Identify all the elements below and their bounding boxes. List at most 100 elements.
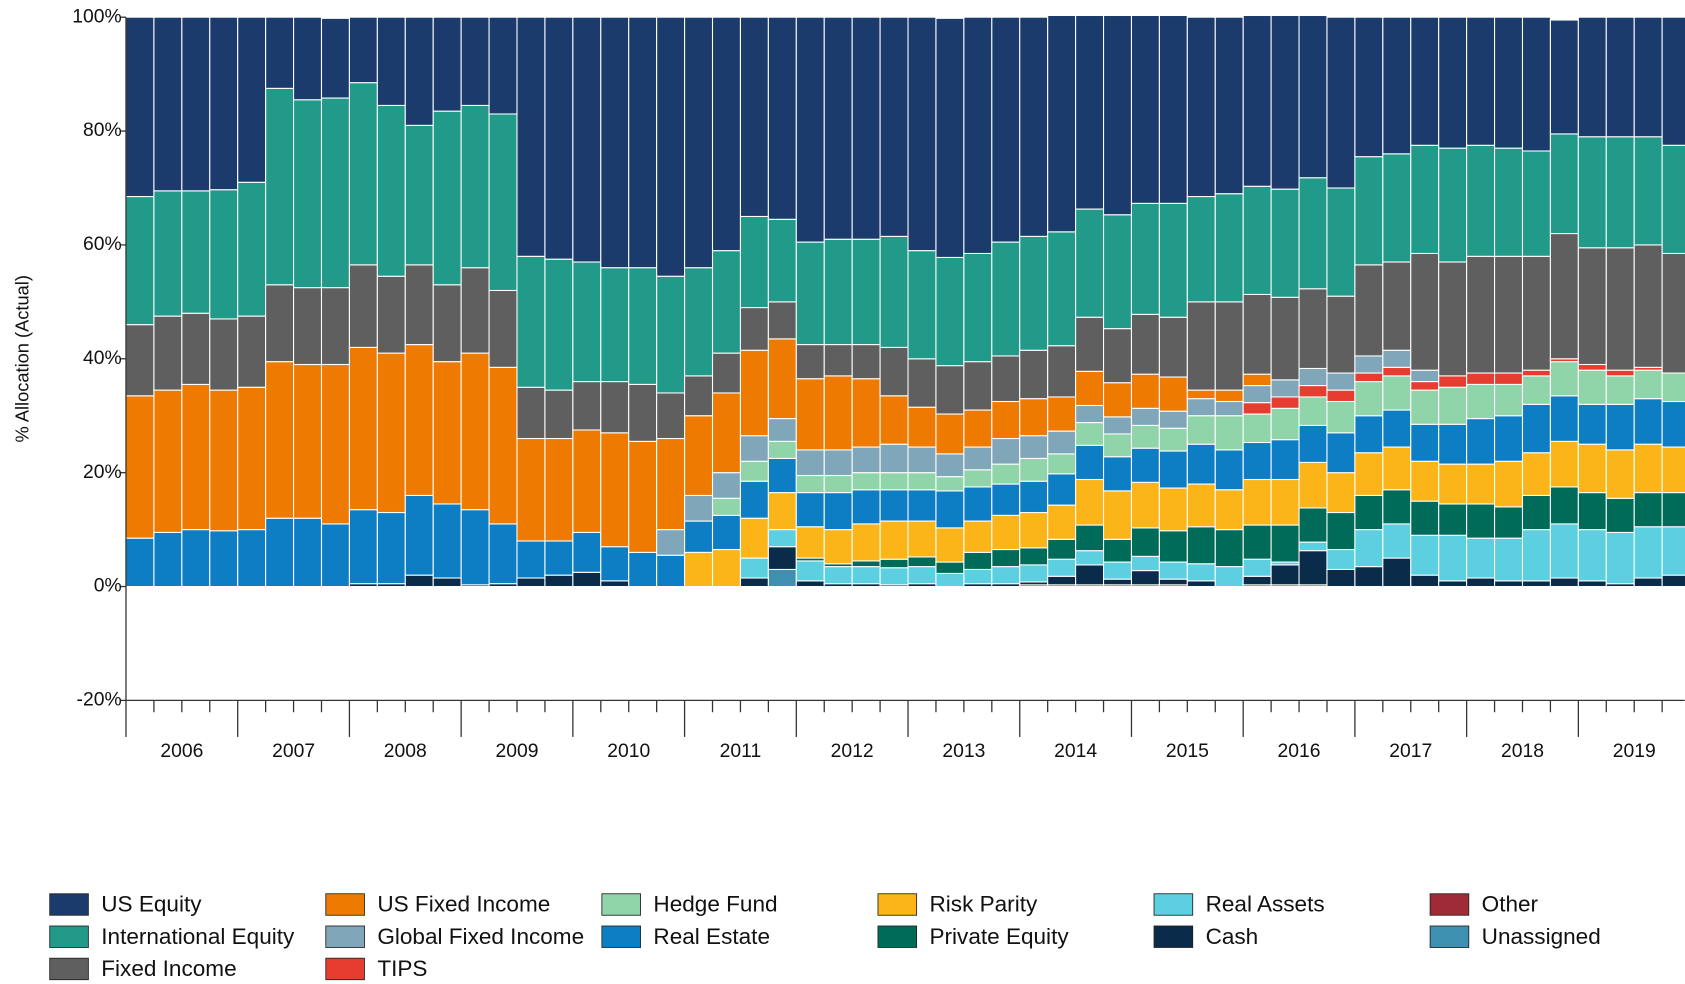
bar-segment <box>1130 447 1160 483</box>
bar-segment <box>488 523 518 585</box>
y-tick-label: 20% <box>83 462 122 483</box>
bar-segment <box>684 520 714 553</box>
bar-segment <box>1494 147 1524 257</box>
bar-segment <box>1521 255 1551 371</box>
legend-swatch <box>49 925 89 948</box>
y-tick-label: 40% <box>83 348 122 369</box>
bar-segment <box>1270 524 1300 563</box>
bar-segment <box>1270 478 1300 526</box>
bar-segment <box>1075 208 1105 318</box>
bar-segment <box>1075 478 1105 526</box>
bar-segment <box>795 474 825 494</box>
bar-segment <box>1075 422 1105 446</box>
legend-swatch <box>877 925 918 948</box>
bar-segment <box>572 261 602 383</box>
bar-segment <box>1186 195 1216 303</box>
bar-segment <box>432 577 462 588</box>
bar-segment <box>739 480 769 519</box>
bar-segment <box>1661 400 1685 448</box>
bar-segment <box>1158 316 1188 378</box>
bar-segment <box>711 250 741 354</box>
bar-segment <box>209 189 239 320</box>
bar-segment <box>739 435 769 462</box>
bar-segment <box>1494 255 1524 374</box>
bar-segment <box>739 460 769 482</box>
bar-segment <box>879 558 909 569</box>
bar-segment <box>1130 14 1160 204</box>
bar-segment <box>1270 296 1300 381</box>
bar-segment <box>1214 449 1244 491</box>
bar-segment <box>1214 301 1244 391</box>
bar-segment <box>1577 529 1607 582</box>
bar-segment <box>1466 144 1496 257</box>
bar-segment <box>1382 153 1412 263</box>
bar-segment <box>935 490 965 529</box>
bar-segment <box>907 520 937 558</box>
legend-item: Fixed Income <box>49 956 237 981</box>
bar-segment <box>823 449 853 477</box>
bar-segment <box>432 16 462 112</box>
bar-segment <box>1605 247 1635 371</box>
bar-segment <box>795 344 825 380</box>
bar-segment <box>1466 577 1496 588</box>
bar-segment <box>153 190 183 317</box>
bar-segment <box>516 540 546 579</box>
bar-segment <box>237 315 267 388</box>
bar-segment <box>739 557 769 579</box>
bar-segment <box>544 258 574 391</box>
bar-segment <box>1521 580 1551 588</box>
bar-segment <box>1047 14 1077 233</box>
bar-segment <box>320 97 350 289</box>
bar-segment <box>907 358 937 408</box>
bar-segment <box>1521 16 1551 152</box>
bar-segment <box>1158 487 1188 532</box>
bar-segment <box>1186 563 1216 582</box>
bar-segment <box>963 446 993 471</box>
x-tick-label: 2008 <box>384 741 427 762</box>
bar-segment <box>879 443 909 474</box>
bar-segment <box>656 529 686 556</box>
bar-segment <box>1661 446 1685 494</box>
bar-segment <box>516 577 546 588</box>
bar-segment <box>1549 577 1579 588</box>
bar-segment <box>153 16 183 192</box>
bar-segment <box>879 395 909 445</box>
bar-segment <box>1661 252 1685 374</box>
bar-segment <box>1633 16 1663 138</box>
bar-segment <box>460 352 490 511</box>
bar-segment <box>1354 264 1384 357</box>
bar-segment <box>1382 16 1412 155</box>
bar-segment <box>1186 415 1216 445</box>
bar-segment <box>1549 523 1579 579</box>
bar-segment <box>293 16 323 101</box>
legend-swatch <box>1153 925 1194 948</box>
bar-segment <box>739 349 769 437</box>
bar-segment <box>656 437 686 531</box>
bar-segment <box>516 437 546 542</box>
bar-segment <box>823 529 853 565</box>
bar-segment <box>851 238 881 346</box>
bar-segment <box>823 492 853 531</box>
bar-segment <box>851 489 881 525</box>
bar-segment <box>1466 463 1496 505</box>
bar-segment <box>1354 381 1384 417</box>
y-axis-label: % Allocation (Actual) <box>12 275 33 442</box>
bar-segment <box>935 476 965 492</box>
bar-segment <box>851 472 881 491</box>
bar-segment <box>1103 214 1133 330</box>
bar-segment <box>1605 369 1635 377</box>
bar-segment <box>823 375 853 451</box>
bar-segment <box>1605 136 1635 249</box>
bar-segment <box>1270 439 1300 481</box>
bar-segment <box>1019 457 1049 482</box>
x-tick-label: 2016 <box>1278 741 1321 762</box>
legend-label: Risk Parity <box>930 892 1038 917</box>
bar-segment <box>1242 293 1272 375</box>
bar-segment <box>348 264 378 348</box>
bar-segment <box>1438 534 1468 582</box>
legend-item: US Equity <box>49 892 202 917</box>
x-tick-label: 2014 <box>1054 741 1097 762</box>
bar-segment <box>1103 456 1133 492</box>
bar-segment <box>1494 383 1524 417</box>
